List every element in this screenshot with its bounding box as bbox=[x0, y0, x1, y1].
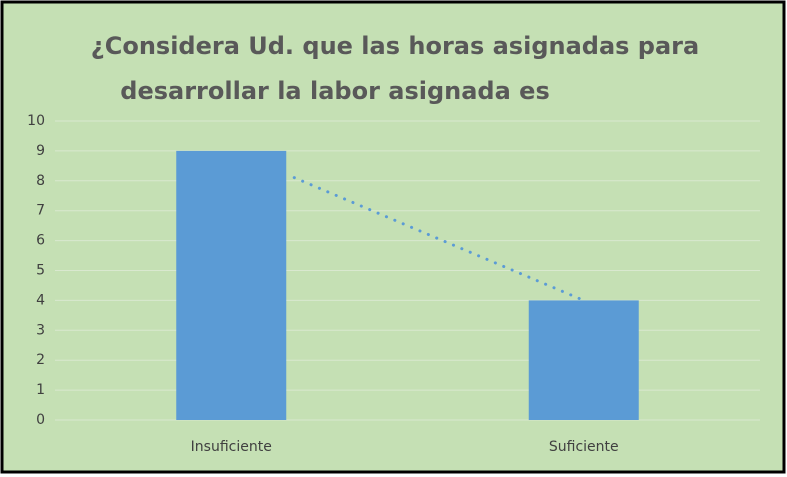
bar bbox=[528, 300, 639, 420]
x-tick-label: Insuficiente bbox=[191, 439, 272, 455]
y-tick-label: 9 bbox=[36, 143, 45, 159]
bar bbox=[176, 150, 287, 420]
y-tick-label: 10 bbox=[27, 113, 45, 129]
y-tick-label: 0 bbox=[36, 412, 45, 428]
y-tick-label: 3 bbox=[36, 322, 45, 338]
y-tick-label: 8 bbox=[36, 173, 45, 189]
y-tick-label: 6 bbox=[36, 233, 45, 249]
y-tick-label: 2 bbox=[36, 352, 45, 368]
y-tick-label: 4 bbox=[36, 292, 45, 308]
y-tick-label: 7 bbox=[36, 203, 45, 219]
chart-title: ¿Considera Ud. que las horas asignadas p… bbox=[91, 32, 699, 60]
y-tick-label: 5 bbox=[36, 263, 45, 279]
x-tick-label: Suficiente bbox=[549, 439, 619, 455]
chart-title: desarrollar la labor asignada es bbox=[120, 77, 549, 105]
y-tick-label: 1 bbox=[36, 382, 45, 398]
